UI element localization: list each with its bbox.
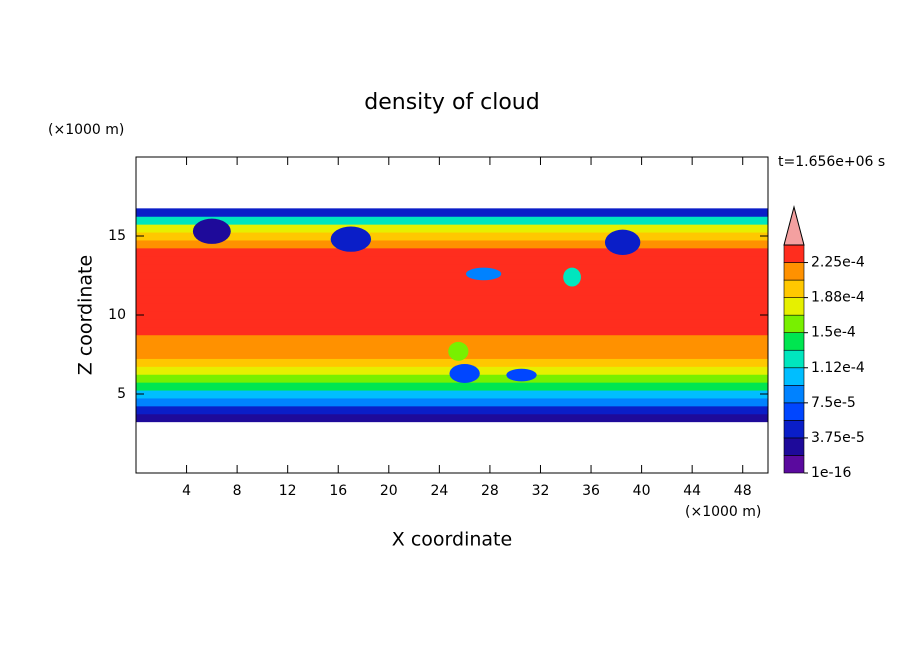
- colorbar-band: [783, 262, 805, 281]
- contour-band: [136, 326, 768, 336]
- x-tick-label: 20: [380, 483, 398, 499]
- colorbar-tick-label: 1.88e-4: [811, 290, 865, 306]
- contour-band: [136, 279, 768, 288]
- x-unit: (×1000 m): [685, 504, 761, 520]
- contour-feature: [465, 267, 502, 281]
- x-axis-label: X coordinate: [392, 529, 512, 551]
- x-tick-label: 32: [532, 483, 550, 499]
- x-tick-label: 28: [481, 483, 499, 499]
- contour-band: [136, 208, 768, 217]
- contour-band: [136, 247, 768, 257]
- contour-band: [136, 224, 768, 233]
- colorbar-band: [783, 402, 805, 421]
- contour-band: [136, 382, 768, 391]
- contour-feature: [448, 341, 469, 361]
- x-tick-label: 12: [279, 483, 297, 499]
- colorbar-band: [783, 349, 805, 369]
- contour-feature: [192, 218, 231, 244]
- colorbar-band: [783, 297, 805, 316]
- y-axis-label: Z coordinate: [75, 255, 97, 375]
- x-tick-label: 24: [430, 483, 448, 499]
- colorbar-tick-label: 7.5e-5: [811, 395, 856, 411]
- contour-band: [136, 405, 768, 415]
- y-unit: (×1000 m): [48, 122, 124, 138]
- contour-band: [136, 295, 768, 304]
- contour-band: [136, 216, 768, 225]
- x-tick-label: 36: [582, 483, 600, 499]
- contour-feature: [604, 229, 641, 255]
- colorbar-band: [783, 420, 805, 439]
- contour-band: [136, 397, 768, 407]
- contour-band: [136, 311, 768, 320]
- x-tick-label: 40: [633, 483, 651, 499]
- contour-feature: [506, 368, 537, 382]
- contour-band: [136, 318, 768, 328]
- y-tick-label: 5: [117, 386, 126, 402]
- contour-band: [136, 239, 768, 249]
- colorbar-band: [783, 455, 805, 474]
- x-tick-label: 44: [683, 483, 701, 499]
- colorbar-tick-label: 1e-16: [811, 465, 851, 481]
- colorbar-tick-label: 1.5e-4: [811, 325, 856, 341]
- field: [136, 208, 768, 423]
- time-annotation: t=1.656e+06 s: [778, 154, 885, 170]
- contour-band: [136, 255, 768, 265]
- contour-band: [136, 287, 768, 296]
- colorbar-tick-label: 2.25e-4: [811, 255, 865, 271]
- colorbar-tick-label: 3.75e-5: [811, 430, 865, 446]
- contour-feature: [563, 267, 581, 287]
- contour-band: [136, 271, 768, 280]
- contour-band: [136, 303, 768, 312]
- contour-band: [136, 232, 768, 241]
- colorbar-band: [783, 437, 805, 456]
- colorbar-tick-label: 1.12e-4: [811, 360, 865, 376]
- contour-feature: [330, 226, 372, 252]
- colorbar-band: [783, 332, 805, 351]
- x-tick-label: 8: [233, 483, 242, 499]
- contour-feature: [449, 363, 480, 383]
- x-tick-label: 4: [182, 483, 191, 499]
- contour-band: [136, 358, 768, 367]
- colorbar-band: [783, 314, 805, 333]
- colorbar: 1e-16 3.75e-5 7.5e-5 1.12e-4 1.5e-4 1.88e-4 2.…: [783, 205, 865, 481]
- chart-title: density of cloud: [364, 90, 539, 115]
- contour-band: [136, 413, 768, 423]
- colorbar-band: [783, 385, 805, 404]
- colorbar-band: [783, 367, 805, 386]
- colorbar-band: [783, 279, 805, 298]
- colorbar-band: [783, 244, 805, 263]
- x-tick-label: 16: [329, 483, 347, 499]
- colorbar-extend: [783, 205, 805, 246]
- y-tick-label: 15: [108, 228, 126, 244]
- contour-band: [136, 334, 768, 344]
- contour-band: [136, 390, 768, 399]
- y-tick-label: 10: [108, 307, 126, 323]
- x-tick-label: 48: [734, 483, 752, 499]
- contour-band: [136, 263, 768, 273]
